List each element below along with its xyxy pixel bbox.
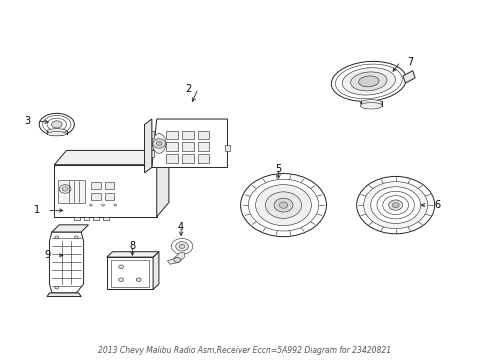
Bar [224,145,229,151]
Ellipse shape [47,118,66,131]
Ellipse shape [331,61,406,102]
Ellipse shape [342,68,395,95]
Ellipse shape [335,64,402,99]
Polygon shape [152,119,227,167]
Circle shape [119,265,123,269]
Circle shape [356,176,434,234]
Circle shape [175,242,188,251]
Ellipse shape [360,100,382,106]
Polygon shape [49,232,83,293]
Circle shape [265,192,301,219]
Bar [197,154,209,163]
Bar [103,217,109,220]
Bar [74,217,80,220]
Bar [58,180,85,203]
Bar [182,131,193,139]
Bar [149,150,154,157]
Circle shape [156,141,162,145]
Bar [83,217,89,220]
Circle shape [114,204,117,206]
Bar [91,193,101,200]
Polygon shape [157,150,168,217]
Bar [54,165,157,217]
Circle shape [171,238,192,254]
Circle shape [102,204,104,206]
Polygon shape [52,225,88,232]
Text: 2013 Chevy Malibu Radio Asm,Receiver Eccn=5A992 Diagram for 23420821: 2013 Chevy Malibu Radio Asm,Receiver Ecc… [98,346,390,355]
Circle shape [248,179,318,231]
Polygon shape [106,252,159,257]
Text: 8: 8 [129,241,135,251]
Circle shape [179,244,184,248]
Circle shape [363,181,427,229]
Text: 6: 6 [433,200,439,210]
Circle shape [240,174,326,237]
Ellipse shape [47,129,66,133]
Polygon shape [402,71,414,83]
Ellipse shape [358,76,378,87]
Circle shape [391,203,398,208]
Circle shape [153,139,165,148]
Bar [149,131,154,138]
Bar [197,142,209,151]
Circle shape [388,200,402,210]
Ellipse shape [51,121,62,128]
Circle shape [370,187,420,224]
Circle shape [59,185,71,193]
Ellipse shape [42,116,71,134]
Bar [166,154,178,163]
Bar [104,182,114,189]
Polygon shape [144,119,152,173]
Bar [197,131,209,139]
Circle shape [55,236,59,239]
Bar [182,154,193,163]
Circle shape [119,278,123,282]
Bar [166,131,178,139]
Ellipse shape [350,72,386,91]
Circle shape [273,198,292,212]
Circle shape [173,257,180,262]
Bar [91,182,101,189]
Ellipse shape [47,132,66,136]
Polygon shape [54,150,168,165]
Circle shape [376,191,413,219]
Text: 9: 9 [44,250,50,260]
Bar [110,260,149,287]
Text: 1: 1 [34,206,40,216]
Bar [104,193,114,200]
Ellipse shape [152,134,165,153]
Ellipse shape [360,103,382,109]
Polygon shape [153,252,159,289]
Text: 7: 7 [407,57,412,67]
Ellipse shape [39,113,74,135]
Circle shape [136,278,141,282]
Circle shape [55,286,59,289]
Circle shape [279,202,287,208]
Text: 4: 4 [178,222,184,231]
Polygon shape [167,253,184,264]
Circle shape [382,195,407,215]
Bar [93,217,99,220]
Circle shape [62,187,68,191]
Circle shape [89,204,92,206]
Bar [166,142,178,151]
Text: 3: 3 [24,116,31,126]
Bar [182,142,193,151]
Bar [106,257,153,289]
Text: 2: 2 [185,84,191,94]
Circle shape [74,236,78,239]
Text: 5: 5 [275,164,281,174]
Polygon shape [47,293,81,297]
Circle shape [255,185,311,226]
